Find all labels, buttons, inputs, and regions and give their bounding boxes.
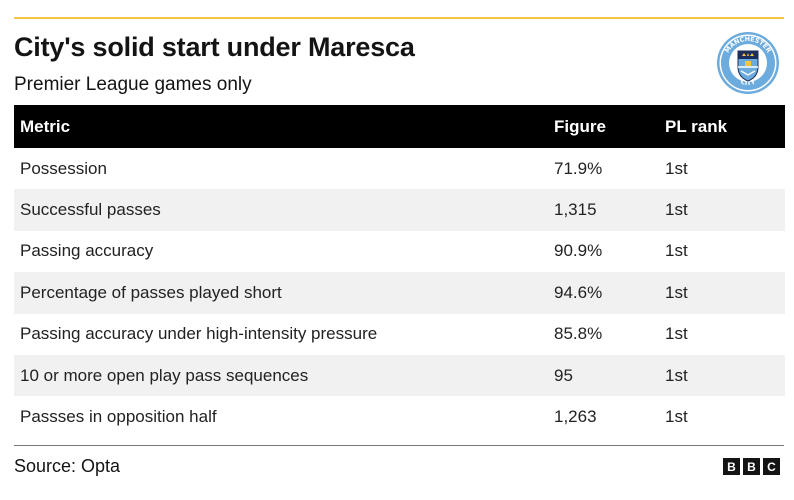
top-accent-line <box>14 17 784 19</box>
table-row: Successful passes 1,315 1st <box>14 189 785 231</box>
rank-cell: 1st <box>665 407 688 427</box>
metric-cell: Possession <box>20 158 107 178</box>
table-row: Passses in opposition half 1,263 1st <box>14 396 785 437</box>
source-note: Source: Opta <box>14 456 121 476</box>
metric-cell: Passses in opposition half <box>20 407 217 427</box>
table-row: Passing accuracy 90.9% 1st <box>14 231 785 272</box>
column-header-figure: Figure <box>554 116 606 136</box>
chart-title: City's solid start under Maresca <box>14 32 415 62</box>
figure-cell: 71.9% <box>554 158 603 178</box>
bbc-logo-letter: B <box>723 458 740 475</box>
metric-cell: Percentage of passes played short <box>20 282 282 302</box>
bottom-divider <box>14 445 784 446</box>
stats-table: Metric Figure PL rank Possession 71.9% 1… <box>14 105 785 438</box>
table-row: 10 or more open play pass sequences 95 1… <box>14 354 785 397</box>
table-row: Percentage of passes played short 94.6% … <box>14 272 785 314</box>
metric-cell: 10 or more open play pass sequences <box>20 365 309 385</box>
metric-cell: Passing accuracy <box>20 241 154 261</box>
figure-cell: 1,315 <box>554 200 597 220</box>
bbc-logo: B B C <box>723 458 780 475</box>
svg-text:CITY: CITY <box>740 79 757 88</box>
rank-cell: 1st <box>665 200 688 220</box>
rank-cell: 1st <box>665 241 688 261</box>
metric-cell: Successful passes <box>20 200 161 220</box>
chart-subtitle: Premier League games only <box>14 74 252 95</box>
bbc-logo-letter: C <box>763 458 780 475</box>
table-row: Possession 71.9% 1st <box>14 148 785 189</box>
column-header-pl-rank: PL rank <box>665 116 728 136</box>
figure-cell: 90.9% <box>554 241 603 261</box>
rank-cell: 1st <box>665 158 688 178</box>
rank-cell: 1st <box>665 282 688 302</box>
table-header-row: Metric Figure PL rank <box>14 105 785 148</box>
figure-cell: 94.6% <box>554 282 603 302</box>
table-row: Passing accuracy under high-intensity pr… <box>14 314 785 355</box>
figure-cell: 95 <box>554 365 573 385</box>
figure-cell: 85.8% <box>554 324 603 344</box>
crest-bottom-text: CITY <box>740 79 757 88</box>
rank-cell: 1st <box>665 365 688 385</box>
bbc-logo-letter: B <box>743 458 760 475</box>
figure-cell: 1,263 <box>554 407 597 427</box>
metric-cell: Passing accuracy under high-intensity pr… <box>20 324 378 344</box>
column-header-metric: Metric <box>20 116 71 136</box>
rank-cell: 1st <box>665 324 688 344</box>
manchester-city-crest-icon: MANCHESTER CITY <box>717 32 779 94</box>
